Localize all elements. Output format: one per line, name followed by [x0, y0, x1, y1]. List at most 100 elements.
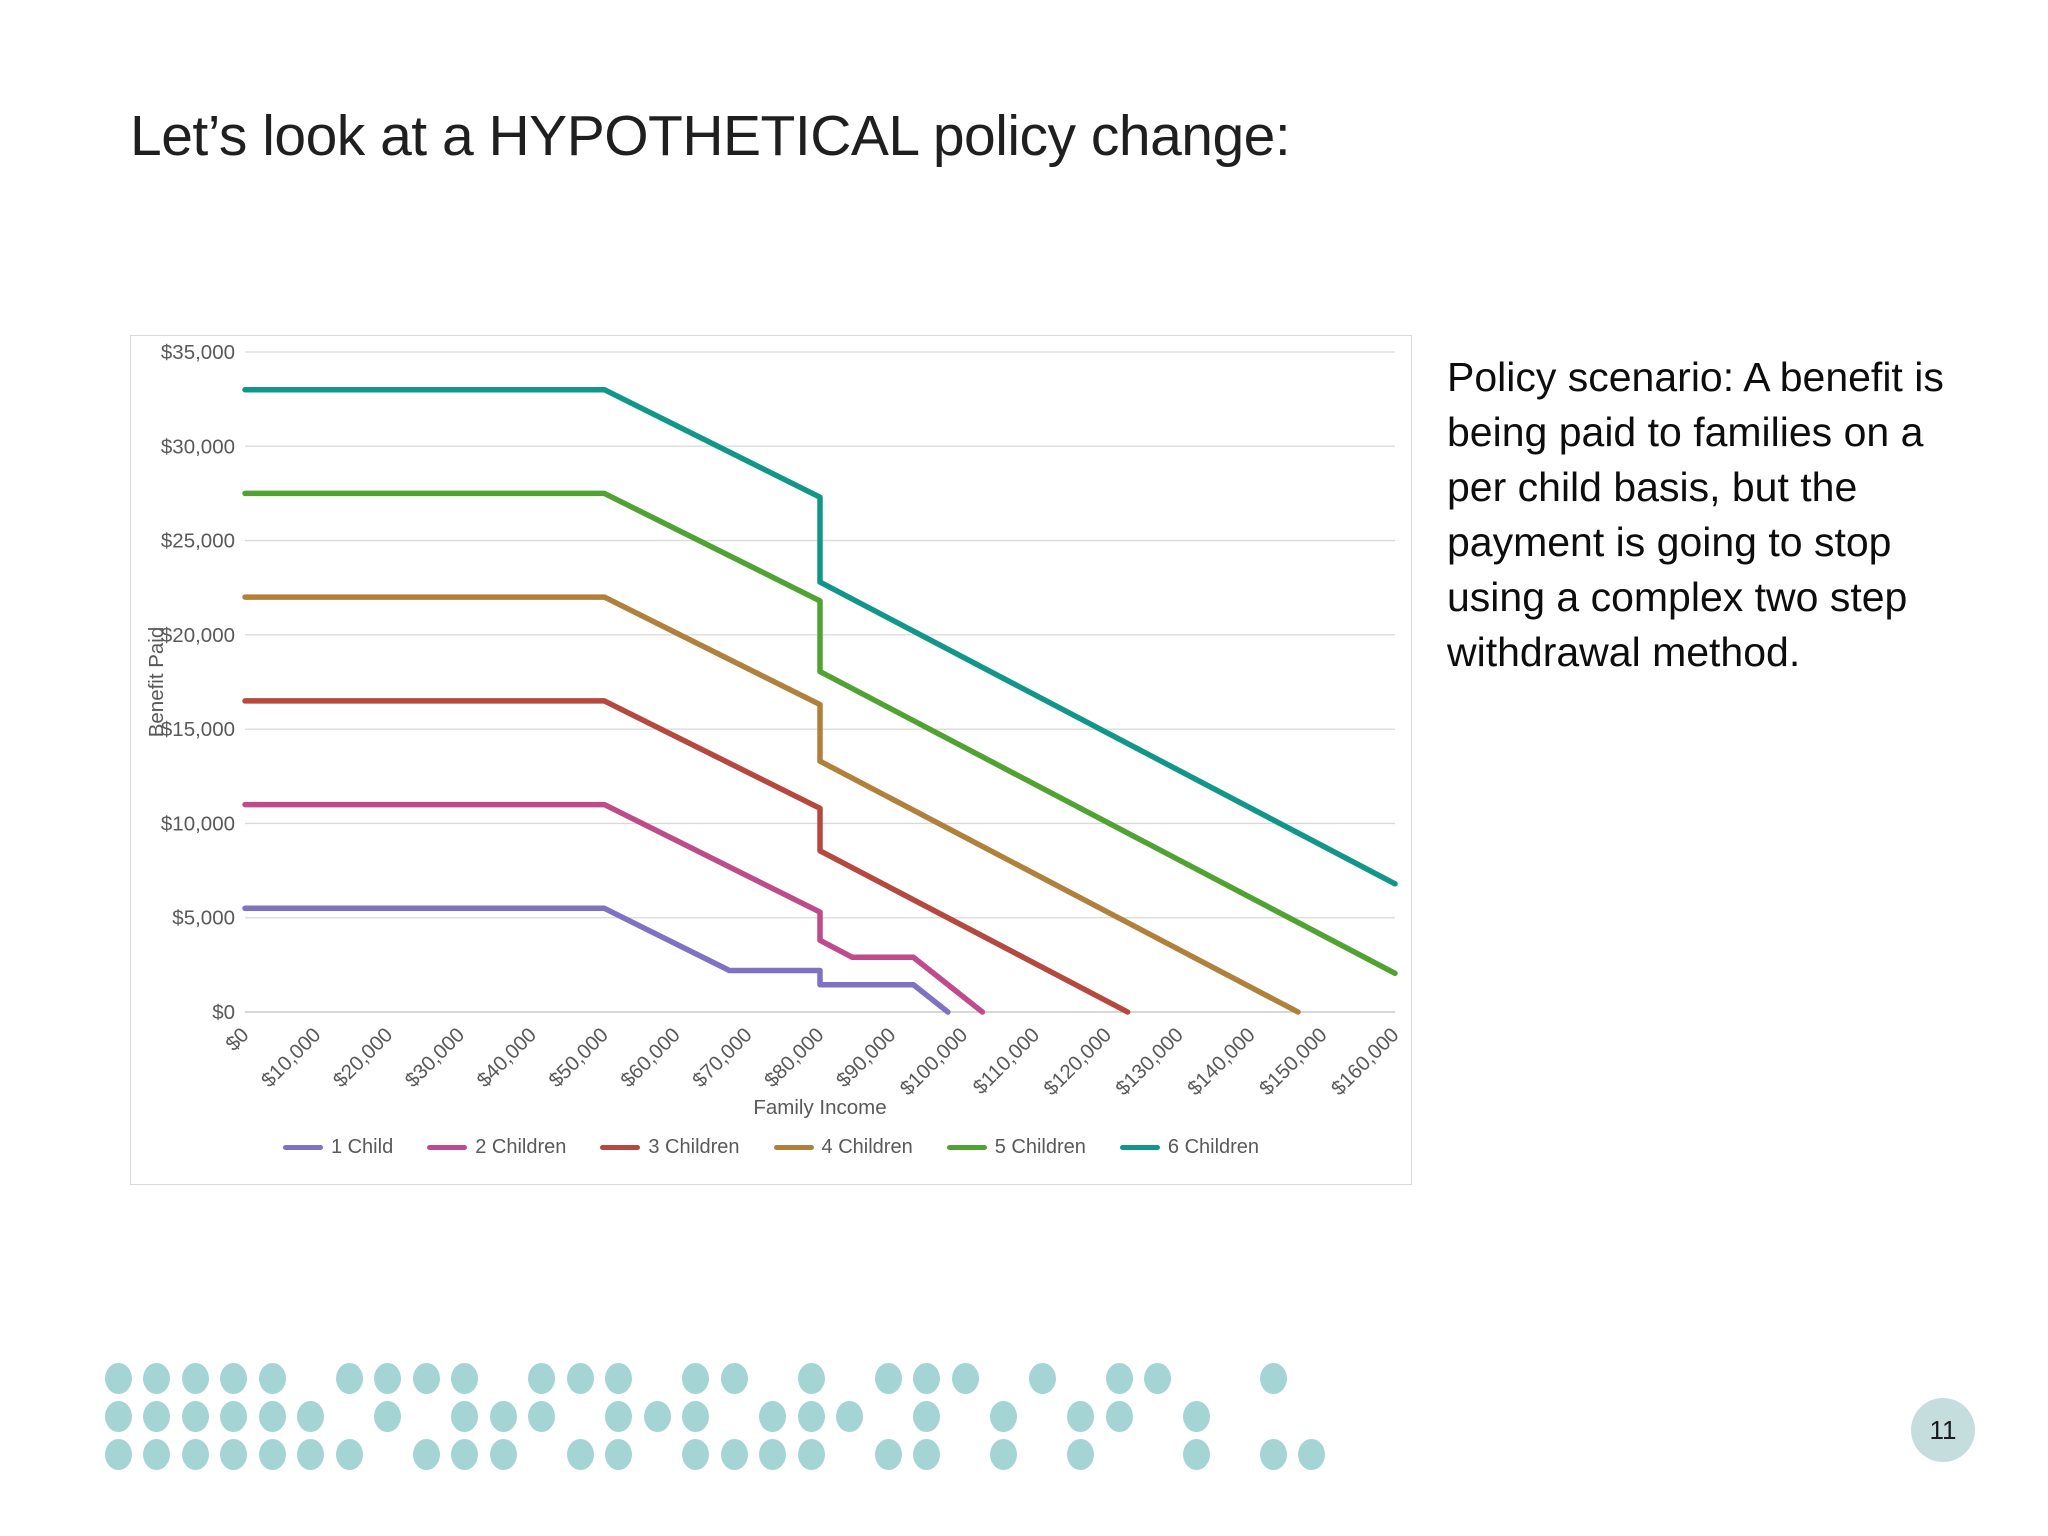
legend-label: 2 Children	[475, 1136, 567, 1158]
decor-dot	[1182, 1400, 1210, 1432]
x-tick-label: $90,000	[832, 1023, 901, 1092]
benefit-chart: $0 $5,000 $10,000 $15,000 $20,000 $25,000 $30,…	[130, 335, 1412, 1185]
legend-swatch	[282, 1145, 323, 1150]
y-axis-title: Benefit Paid	[145, 627, 168, 738]
decor-dot	[143, 1400, 170, 1432]
decor-dot	[451, 1400, 478, 1432]
decor-dot	[181, 1362, 209, 1394]
legend-item-1-child: 1 Child	[282, 1136, 394, 1159]
decor-dot	[1028, 1362, 1056, 1394]
series-line-4-children	[242, 594, 1301, 1015]
decor-dot	[720, 1362, 748, 1394]
decor-dot	[528, 1400, 555, 1432]
decor-dot	[258, 1438, 286, 1470]
decor-dot	[1259, 1362, 1287, 1394]
decor-dot	[643, 1400, 671, 1432]
decor-dot	[759, 1438, 786, 1470]
series-line-6-children	[242, 386, 1398, 887]
series-line-2-children	[242, 801, 986, 1015]
decor-dot	[913, 1362, 940, 1394]
decor-dot	[258, 1400, 286, 1432]
legend-swatch	[600, 1145, 641, 1150]
y-tick-label: $10,000	[161, 812, 235, 835]
decor-dot	[104, 1362, 132, 1394]
decor-dot	[220, 1400, 247, 1432]
decor-dot	[1067, 1400, 1094, 1432]
decor-dot	[297, 1438, 324, 1470]
x-tick-label: $150,000	[1255, 1023, 1332, 1100]
slide-title: Let’s look at a HYPOTHETICAL policy chan…	[130, 104, 1291, 168]
decor-dot	[1298, 1438, 1325, 1470]
series-line-3-children	[242, 698, 1131, 1015]
decor-dot	[951, 1362, 979, 1394]
legend-swatch	[1119, 1145, 1160, 1150]
decor-dot	[990, 1438, 1017, 1470]
decor-dot	[297, 1400, 324, 1432]
decor-dot	[990, 1400, 1017, 1432]
x-tick-label: $110,000	[969, 1023, 1045, 1099]
x-tick-label: $50,000	[544, 1023, 613, 1092]
decor-dot	[913, 1400, 940, 1432]
y-tick-label: $30,000	[161, 435, 235, 458]
x-axis-title: Family Income	[753, 1096, 886, 1119]
x-tick-label: $160,000	[1327, 1023, 1404, 1100]
y-tick-label: $35,000	[161, 341, 235, 364]
x-tick-label: $100,000	[896, 1023, 973, 1100]
x-tick-label: $80,000	[760, 1023, 829, 1092]
decor-dot	[605, 1400, 632, 1432]
legend-label: 3 Children	[648, 1136, 740, 1158]
decor-dot	[1259, 1438, 1287, 1470]
legend-item-2-children: 2 Children	[427, 1136, 566, 1159]
decor-dot	[528, 1362, 555, 1394]
decor-dot	[1105, 1400, 1133, 1432]
x-tick-label: $70,000	[688, 1023, 757, 1092]
x-tick-label: $10,000	[257, 1023, 326, 1092]
decor-dot	[220, 1362, 247, 1394]
decor-dot	[836, 1400, 863, 1432]
legend-item-5-children: 5 Children	[946, 1136, 1086, 1159]
decor-dot	[143, 1438, 170, 1470]
legend-item-6-children: 6 Children	[1119, 1136, 1259, 1159]
decor-dot	[720, 1438, 748, 1470]
page-number-badge: 11	[1911, 1398, 1975, 1462]
chart-canvas: $0 $5,000 $10,000 $15,000 $20,000 $25,000 $30,…	[145, 341, 1404, 1119]
decor-dot	[181, 1400, 209, 1432]
legend-item-3-children: 3 Children	[600, 1136, 740, 1159]
y-tick-label: $15,000	[161, 718, 235, 741]
decor-dot	[797, 1400, 825, 1432]
decor-dot	[143, 1362, 170, 1394]
decor-dot	[451, 1438, 478, 1470]
decor-dot	[374, 1400, 401, 1432]
decor-dot	[489, 1400, 517, 1432]
chart-legend: 1 Child 2 Children 3 Children 4 Children 5 C…	[130, 1136, 1412, 1159]
legend-label: 5 Children	[994, 1136, 1086, 1158]
decor-dot	[335, 1438, 363, 1470]
decor-dot	[566, 1438, 594, 1470]
decor-dot	[451, 1362, 478, 1394]
decor-dot	[605, 1362, 632, 1394]
legend-item-4-children: 4 Children	[773, 1136, 913, 1159]
x-tick-label: $30,000	[400, 1023, 469, 1092]
decor-dot	[913, 1438, 940, 1470]
decor-dot	[605, 1438, 632, 1470]
decor-dot	[874, 1362, 902, 1394]
x-tick-label: $120,000	[1039, 1023, 1116, 1100]
legend-swatch	[946, 1145, 987, 1150]
policy-scenario-text: Policy scenario: A benefit is being paid…	[1447, 354, 1944, 675]
legend-label: 1 Child	[330, 1136, 394, 1158]
decor-dot	[335, 1362, 363, 1394]
y-tick-label: $25,000	[161, 530, 235, 553]
series-line-1-child	[242, 905, 951, 1015]
decor-dot	[489, 1438, 517, 1470]
decor-dot	[181, 1438, 209, 1470]
decor-dot	[104, 1400, 132, 1432]
decor-dot	[1105, 1362, 1133, 1394]
y-tick-label: $0	[212, 1001, 235, 1024]
decor-dot	[682, 1362, 709, 1394]
decor-dot	[412, 1362, 440, 1394]
legend-swatch	[773, 1145, 814, 1150]
x-tick-label: $20,000	[329, 1023, 398, 1092]
decor-dot	[220, 1438, 247, 1470]
x-tick-label: $60,000	[616, 1023, 685, 1092]
